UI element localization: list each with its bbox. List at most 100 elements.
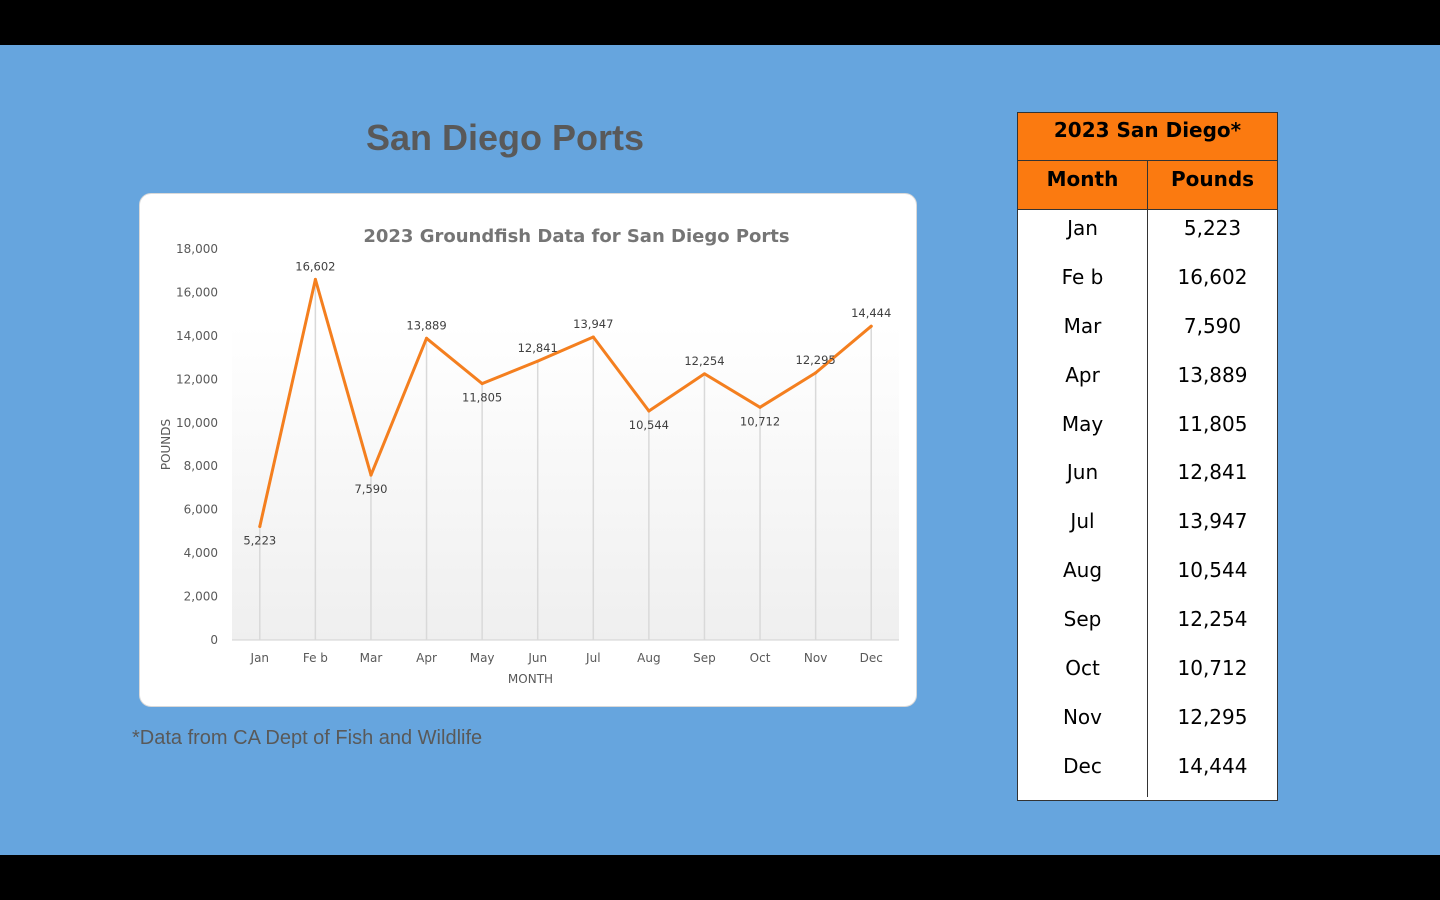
table-row: Fe b 16,602	[1018, 258, 1277, 308]
table-row: Mar 7,590	[1018, 307, 1277, 357]
y-tick-label: 12,000	[176, 372, 218, 386]
data-label: 12,254	[684, 354, 724, 368]
table-cell-pounds: 12,841	[1177, 460, 1248, 485]
table-cell-month: Jan	[1018, 210, 1148, 259]
data-label: 14,444	[851, 306, 891, 320]
data-point	[258, 525, 262, 529]
y-tick-label: 18,000	[176, 242, 218, 256]
table-row: Jan 5,223	[1018, 210, 1277, 259]
table-header-row: Month Pounds	[1018, 161, 1277, 210]
table-cell-month: Fe b	[1018, 258, 1148, 308]
y-tick-label: 6,000	[184, 503, 218, 517]
x-tick-label: Mar	[360, 651, 383, 665]
table-row: Aug 10,544	[1018, 552, 1277, 602]
table-cell-pounds: 7,590	[1183, 313, 1242, 338]
data-label: 7,590	[354, 482, 387, 496]
table-cell-pounds: 13,889	[1177, 362, 1248, 387]
y-axis-label: POUNDS	[159, 419, 173, 470]
table-cell-month: Oct	[1018, 650, 1148, 699]
table-cell-pounds: 12,295	[1177, 704, 1248, 729]
data-point	[536, 359, 540, 363]
data-point	[869, 324, 873, 328]
data-point	[369, 473, 373, 477]
table-cell-month: Nov	[1018, 698, 1148, 748]
table-row: Jun 12,841	[1018, 454, 1277, 504]
table-cell-pounds: 5,223	[1183, 216, 1242, 240]
x-tick-label: Sep	[693, 651, 716, 665]
table-cell-month: Jul	[1018, 503, 1148, 553]
x-tick-label: Jul	[585, 651, 600, 665]
x-tick-label: Oct	[750, 651, 771, 665]
table-header-pounds: Pounds	[1170, 167, 1255, 191]
table-cell-pounds: 12,254	[1177, 607, 1248, 632]
table-header-month: Month	[1018, 161, 1148, 209]
y-tick-label: 8,000	[184, 459, 218, 473]
slide: San Diego Ports 2023 Groundfish Data for…	[0, 45, 1440, 855]
line-chart: 2023 Groundfish Data for San Diego Ports…	[159, 226, 899, 686]
data-label: 11,805	[462, 391, 502, 405]
y-tick-label: 14,000	[176, 329, 218, 343]
table-cell-month: Sep	[1018, 601, 1148, 651]
table-row: Dec 14,444	[1018, 747, 1277, 797]
table-cell-pounds: 11,805	[1177, 411, 1248, 436]
data-point	[647, 409, 651, 413]
table-cell-month: Jun	[1018, 454, 1148, 504]
table-cell-month: Apr	[1018, 356, 1148, 406]
table-row: Jul 13,947	[1018, 503, 1277, 553]
table-cell-pounds: 10,544	[1177, 558, 1248, 583]
table-cell-pounds: 10,712	[1177, 656, 1248, 681]
y-tick-label: 2,000	[184, 590, 218, 604]
y-tick-label: 0	[210, 633, 218, 647]
data-label: 12,295	[796, 353, 836, 367]
monthly-pounds-table: 2023 San Diego* Month Pounds Jan 5,223 Fe …	[1017, 112, 1278, 801]
x-tick-label: Fe b	[303, 651, 328, 665]
data-label: 10,544	[629, 418, 669, 432]
data-point	[814, 371, 818, 375]
chart-card: 2023 Groundfish Data for San Diego Ports…	[139, 193, 917, 707]
x-tick-label: Nov	[804, 651, 827, 665]
x-tick-label: Jun	[527, 651, 547, 665]
data-label: 5,223	[243, 534, 276, 548]
data-label: 10,712	[740, 414, 780, 428]
table-cell-month: Aug	[1018, 552, 1148, 602]
y-tick-label: 16,000	[176, 285, 218, 299]
table-cell-pounds: 14,444	[1177, 753, 1248, 778]
data-source-footnote: *Data from CA Dept of Fish and Wildlife	[132, 727, 483, 749]
table-body: Jan 5,223 Fe b 16,602 Mar 7,590 Apr 13,889 May 11…	[1018, 210, 1277, 800]
data-label: 16,602	[295, 259, 335, 273]
table-cell-month: May	[1018, 405, 1148, 455]
x-tick-label: Apr	[416, 651, 437, 665]
data-point	[758, 405, 762, 409]
data-label: 12,841	[518, 341, 558, 355]
data-point	[480, 382, 484, 386]
table-row: May 11,805	[1018, 405, 1277, 455]
table-caption: 2023 San Diego*	[1018, 113, 1277, 161]
table-row: Nov 12,295	[1018, 698, 1277, 748]
table-row: Oct 10,712	[1018, 650, 1277, 699]
y-tick-label: 4,000	[184, 546, 218, 560]
letterbox-top	[0, 0, 1440, 45]
table-cell-month: Dec	[1018, 747, 1148, 797]
data-point	[425, 336, 429, 340]
x-axis-label: MONTH	[508, 672, 553, 686]
table-row: Sep 12,254	[1018, 601, 1277, 651]
chart-title: 2023 Groundfish Data for San Diego Ports	[363, 226, 789, 247]
letterbox-bottom	[0, 855, 1440, 900]
x-tick-label: Aug	[637, 651, 660, 665]
data-point	[702, 372, 706, 376]
table-row: Apr 13,889	[1018, 356, 1277, 406]
table-cell-month: Mar	[1018, 307, 1148, 357]
data-point	[591, 335, 595, 339]
series-line	[258, 277, 873, 528]
y-tick-label: 10,000	[176, 416, 218, 430]
x-tick-label: Dec	[860, 651, 883, 665]
table-cell-pounds: 13,947	[1177, 509, 1248, 534]
table-cell-pounds: 16,602	[1177, 264, 1248, 289]
data-label: 13,947	[573, 317, 613, 331]
x-tick-label: May	[470, 651, 495, 665]
data-label: 13,889	[406, 318, 446, 332]
data-point	[313, 277, 317, 281]
plot-area	[232, 325, 899, 640]
slide-title: San Diego Ports	[365, 117, 645, 158]
x-tick-label: Jan	[250, 651, 270, 665]
